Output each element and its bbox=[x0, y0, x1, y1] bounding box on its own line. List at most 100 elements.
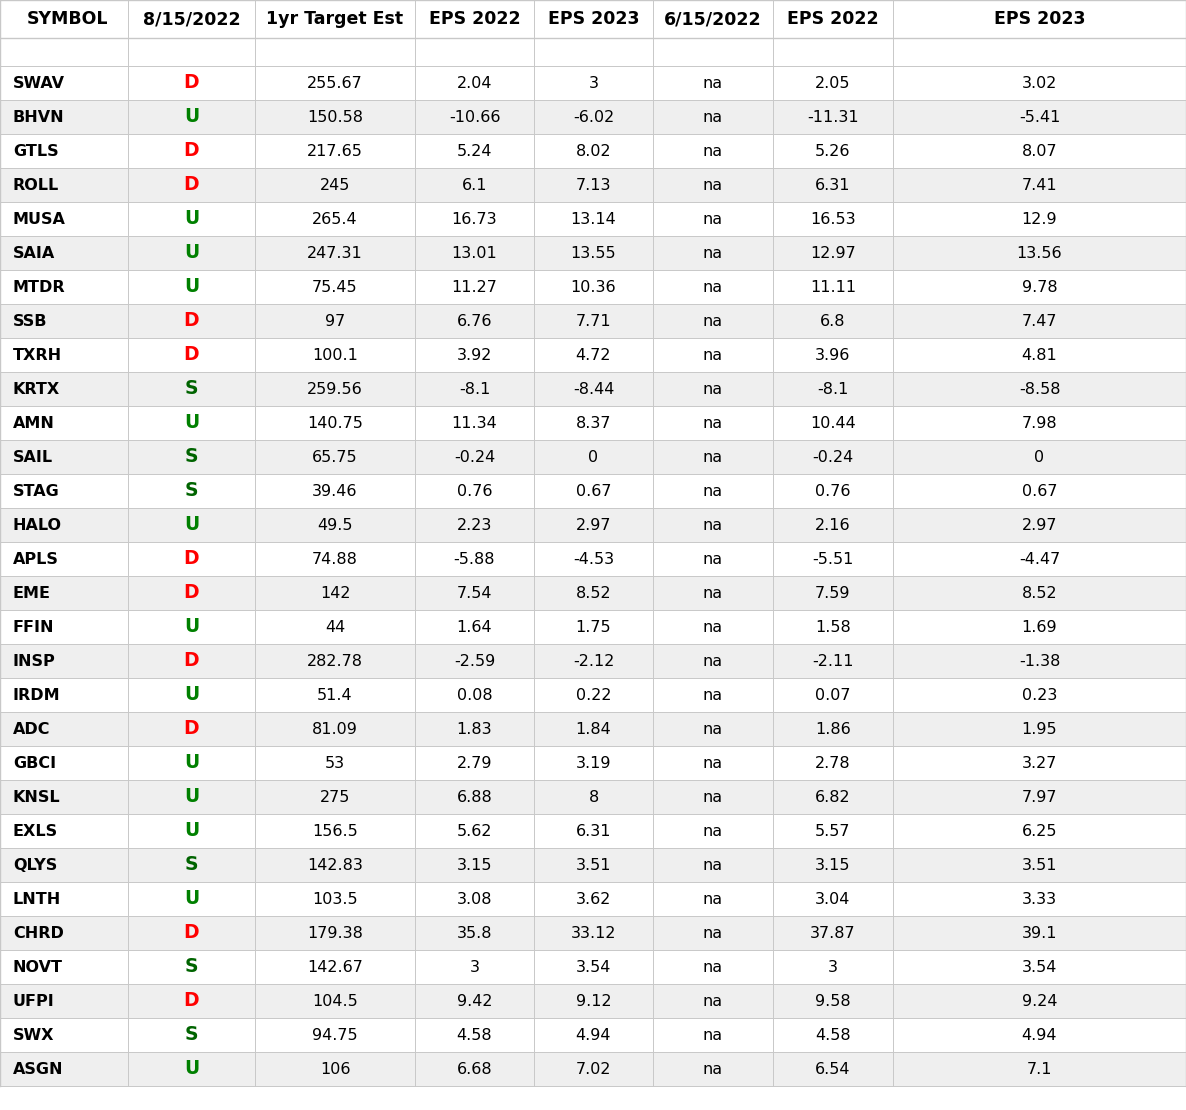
Text: 9.24: 9.24 bbox=[1022, 993, 1057, 1009]
Text: 0.08: 0.08 bbox=[457, 687, 492, 703]
Text: 3.15: 3.15 bbox=[815, 858, 850, 872]
Text: S: S bbox=[185, 447, 198, 466]
Text: 7.41: 7.41 bbox=[1021, 178, 1057, 192]
Text: BHVN: BHVN bbox=[13, 110, 64, 124]
Text: D: D bbox=[184, 652, 199, 670]
Text: 4.58: 4.58 bbox=[815, 1028, 850, 1042]
Text: 275: 275 bbox=[320, 789, 350, 805]
Text: 11.27: 11.27 bbox=[452, 280, 497, 294]
Bar bbox=[0, 100, 1186, 134]
Text: D: D bbox=[184, 584, 199, 603]
Text: 6/15/2022: 6/15/2022 bbox=[664, 10, 761, 28]
Text: 7.47: 7.47 bbox=[1022, 313, 1057, 329]
Text: 10.36: 10.36 bbox=[570, 280, 617, 294]
Bar bbox=[0, 712, 1186, 746]
Text: na: na bbox=[703, 687, 723, 703]
Text: 11.11: 11.11 bbox=[810, 280, 856, 294]
Text: EXLS: EXLS bbox=[13, 824, 58, 838]
Text: 2.23: 2.23 bbox=[457, 517, 492, 533]
Text: FFIN: FFIN bbox=[13, 619, 55, 635]
Text: 4.72: 4.72 bbox=[575, 347, 611, 363]
Text: na: na bbox=[703, 654, 723, 668]
Text: S: S bbox=[185, 958, 198, 977]
Text: -4.47: -4.47 bbox=[1019, 552, 1060, 566]
Text: -10.66: -10.66 bbox=[448, 110, 500, 124]
Text: 7.13: 7.13 bbox=[575, 178, 611, 192]
Text: 35.8: 35.8 bbox=[457, 926, 492, 940]
Text: 140.75: 140.75 bbox=[307, 415, 363, 431]
Text: -8.44: -8.44 bbox=[573, 382, 614, 396]
Text: 3.62: 3.62 bbox=[576, 891, 611, 907]
Bar bbox=[0, 576, 1186, 611]
Text: 3: 3 bbox=[588, 75, 599, 91]
Text: 1.83: 1.83 bbox=[457, 722, 492, 737]
Text: na: na bbox=[703, 143, 723, 159]
Text: 3.96: 3.96 bbox=[815, 347, 850, 363]
Text: -5.41: -5.41 bbox=[1019, 110, 1060, 124]
Text: na: na bbox=[703, 347, 723, 363]
Text: 106: 106 bbox=[320, 1061, 350, 1077]
Text: 13.14: 13.14 bbox=[570, 212, 617, 226]
Text: 12.9: 12.9 bbox=[1021, 212, 1057, 226]
Text: 3.51: 3.51 bbox=[1022, 858, 1057, 872]
Text: 103.5: 103.5 bbox=[312, 891, 358, 907]
Text: -5.88: -5.88 bbox=[454, 552, 496, 566]
Text: 150.58: 150.58 bbox=[307, 110, 363, 124]
Text: 1.84: 1.84 bbox=[575, 722, 611, 737]
Text: U: U bbox=[184, 686, 199, 705]
Text: 3.15: 3.15 bbox=[457, 858, 492, 872]
Text: na: na bbox=[703, 178, 723, 192]
Text: 3.92: 3.92 bbox=[457, 347, 492, 363]
Text: 6.31: 6.31 bbox=[815, 178, 850, 192]
Text: na: na bbox=[703, 245, 723, 261]
Text: 12.97: 12.97 bbox=[810, 245, 856, 261]
Text: na: na bbox=[703, 858, 723, 872]
Text: GBCI: GBCI bbox=[13, 756, 56, 770]
Text: 0.23: 0.23 bbox=[1022, 687, 1057, 703]
Text: 1.75: 1.75 bbox=[575, 619, 611, 635]
Text: -8.1: -8.1 bbox=[817, 382, 849, 396]
Text: D: D bbox=[184, 924, 199, 942]
Text: D: D bbox=[184, 73, 199, 92]
Text: na: na bbox=[703, 484, 723, 498]
Text: D: D bbox=[184, 549, 199, 568]
Text: 2.97: 2.97 bbox=[575, 517, 611, 533]
Text: 37.87: 37.87 bbox=[810, 926, 856, 940]
Bar bbox=[0, 406, 1186, 440]
Text: D: D bbox=[184, 175, 199, 194]
Text: MTDR: MTDR bbox=[13, 280, 65, 294]
Text: 0.67: 0.67 bbox=[575, 484, 611, 498]
Bar bbox=[0, 474, 1186, 508]
Text: 16.73: 16.73 bbox=[452, 212, 497, 226]
Text: 44: 44 bbox=[325, 619, 345, 635]
Text: 104.5: 104.5 bbox=[312, 993, 358, 1009]
Text: 5.24: 5.24 bbox=[457, 143, 492, 159]
Text: 0: 0 bbox=[588, 450, 599, 464]
Text: EPS 2023: EPS 2023 bbox=[548, 10, 639, 28]
Text: -0.24: -0.24 bbox=[812, 450, 854, 464]
Text: na: na bbox=[703, 1061, 723, 1077]
Bar bbox=[0, 65, 1186, 100]
Text: SAIL: SAIL bbox=[13, 450, 53, 464]
Text: 13.55: 13.55 bbox=[570, 245, 617, 261]
Text: 2.78: 2.78 bbox=[815, 756, 850, 770]
Bar bbox=[0, 1052, 1186, 1086]
Text: 6.68: 6.68 bbox=[457, 1061, 492, 1077]
Text: SSB: SSB bbox=[13, 313, 47, 329]
Text: 94.75: 94.75 bbox=[312, 1028, 358, 1042]
Text: 100.1: 100.1 bbox=[312, 347, 358, 363]
Text: INSP: INSP bbox=[13, 654, 56, 668]
Text: ROLL: ROLL bbox=[13, 178, 59, 192]
Bar bbox=[0, 848, 1186, 882]
Text: UFPI: UFPI bbox=[13, 993, 55, 1009]
Text: U: U bbox=[184, 414, 199, 433]
Text: -8.58: -8.58 bbox=[1019, 382, 1060, 396]
Text: 2.05: 2.05 bbox=[815, 75, 850, 91]
Text: 247.31: 247.31 bbox=[307, 245, 363, 261]
Text: LNTH: LNTH bbox=[13, 891, 62, 907]
Bar bbox=[0, 440, 1186, 474]
Text: 74.88: 74.88 bbox=[312, 552, 358, 566]
Text: CHRD: CHRD bbox=[13, 926, 64, 940]
Text: EPS 2023: EPS 2023 bbox=[994, 10, 1085, 28]
Bar bbox=[0, 0, 1186, 38]
